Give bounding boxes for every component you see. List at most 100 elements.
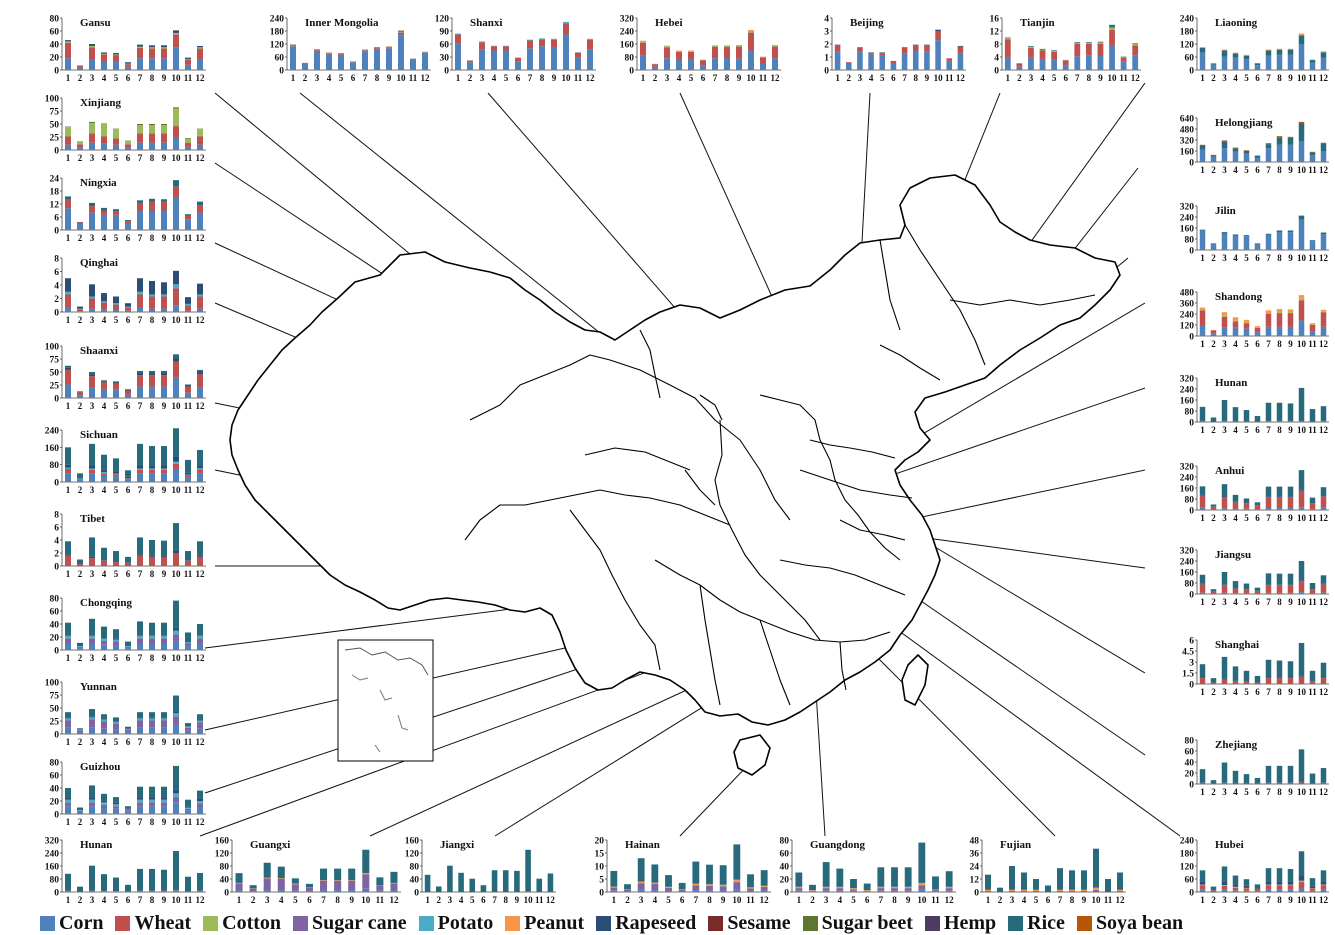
- bar-segment-corn: [651, 890, 658, 892]
- bar-segment-wheat: [65, 136, 71, 144]
- bar-segment-rice: [1200, 575, 1206, 584]
- y-tick-label: 2: [54, 550, 59, 560]
- bar-segment-rapeseed: [65, 797, 71, 800]
- bar-segment-rice: [997, 888, 1003, 892]
- x-tick-label: 9: [1288, 165, 1293, 175]
- bar-segment-rapeseed: [125, 729, 131, 730]
- bar-segment-corn: [149, 211, 155, 231]
- bar-segment-rice: [514, 871, 520, 891]
- bar-segment-rapeseed: [161, 797, 167, 800]
- bar-segment-rapeseed: [89, 284, 95, 296]
- bar-segment-corn: [173, 138, 179, 150]
- bar-segment-rice: [149, 540, 155, 556]
- x-tick-label: 6: [1255, 253, 1260, 263]
- bar-segment-rice: [185, 632, 191, 641]
- bar-segment-peanut: [733, 880, 740, 883]
- x-tick-label: 12: [196, 153, 206, 163]
- x-tick-label: 11: [1308, 597, 1317, 607]
- bar-segment-rice: [525, 850, 531, 890]
- bar-segment-corn: [748, 51, 754, 71]
- x-tick-label: 3: [90, 895, 95, 905]
- bar-segment-wheat: [891, 61, 897, 64]
- bar-segment-rice: [1321, 233, 1327, 235]
- bar-segment-corn: [1321, 151, 1327, 162]
- x-tick-label: 10: [172, 153, 182, 163]
- bar-segment-rice: [1310, 409, 1316, 421]
- bar-segment-rapeseed: [161, 466, 167, 469]
- bar-segment-cotton: [125, 64, 131, 65]
- x-tick-label: 5: [1244, 165, 1249, 175]
- y-tick-label: 240: [1180, 15, 1195, 25]
- bar-segment-rice: [1266, 403, 1272, 421]
- bar-segment-wheat: [1255, 328, 1261, 333]
- x-tick-label: 12: [196, 737, 206, 747]
- bar-segment-corn: [868, 54, 874, 70]
- bar-segment-corn: [1233, 890, 1239, 892]
- bar-segment-rapeseed: [197, 719, 203, 720]
- bar-segment-corn: [1200, 890, 1206, 892]
- y-tick-label: 80: [625, 54, 635, 64]
- legend-item: Rice: [1008, 912, 1065, 935]
- bar-segment-corn: [1200, 593, 1206, 594]
- bar-segment-wheat: [290, 45, 296, 46]
- x-tick-label: 5: [1244, 687, 1249, 697]
- bar-segment-rapeseed: [197, 465, 203, 468]
- bar-segment-corn: [924, 52, 930, 70]
- bar-segment-sugar-cane: [65, 720, 71, 727]
- bar-segment-rapeseed: [77, 645, 83, 646]
- x-tick-label: 7: [879, 895, 884, 905]
- bar-segment-wheat: [173, 464, 179, 469]
- x-tick-label: 2: [78, 817, 83, 827]
- bar-segment-rice: [65, 447, 71, 464]
- bar-segment-wheat: [1244, 323, 1250, 329]
- bar-segment-rice: [1211, 155, 1217, 156]
- bar-segment-wheat: [1277, 783, 1283, 784]
- bar-segment-wheat: [113, 474, 119, 476]
- bar-segment-sugar-cane: [651, 884, 658, 891]
- x-tick-label: 12: [1319, 687, 1329, 697]
- bar-segment-rice: [77, 808, 83, 810]
- bar-segment-sugar-cane: [624, 890, 631, 892]
- x-tick-label: 1: [66, 233, 71, 243]
- bar-segment-rice: [185, 214, 191, 216]
- bar-segment-sugar-cane: [197, 723, 203, 729]
- bar-segment-corn: [1005, 57, 1011, 70]
- bar-segment-peanut: [264, 878, 271, 879]
- x-tick-label: 7: [1266, 597, 1271, 607]
- bar-segment-rice: [638, 858, 645, 881]
- x-tick-label: 7: [1266, 787, 1271, 797]
- x-tick-label: 9: [162, 153, 167, 163]
- bar-segment-rice: [197, 791, 203, 799]
- bar-segment-rapeseed: [149, 373, 155, 375]
- x-tick-label: 6: [351, 73, 356, 83]
- bar-segment-corn: [398, 35, 404, 70]
- x-tick-label: 7: [138, 737, 143, 747]
- bar-segment-wheat: [1321, 312, 1327, 327]
- bar-segment-rapeseed: [1266, 881, 1272, 884]
- bar-segment-rice: [1244, 151, 1250, 154]
- y-tick-label: 0: [599, 889, 604, 899]
- x-tick-label: 5: [504, 73, 509, 83]
- bar-segment-peanut: [1244, 888, 1250, 889]
- bar-segment-rice: [1211, 64, 1217, 65]
- bar-segment-rapeseed: [514, 891, 520, 892]
- bar-segment-wheat: [760, 57, 766, 63]
- bar-segment-rapeseed: [1299, 875, 1305, 881]
- legend-swatch: [40, 916, 55, 931]
- bar-segment-sugar-cane: [185, 644, 191, 647]
- y-tick-label: 80: [50, 759, 60, 769]
- bar-segment-potato: [161, 800, 167, 803]
- x-tick-label: 11: [409, 73, 418, 83]
- x-tick-label: 12: [1319, 253, 1329, 263]
- bar-segment-corn: [236, 890, 243, 892]
- x-tick-label: 3: [90, 153, 95, 163]
- y-tick-label: 12: [970, 876, 980, 886]
- x-tick-label: 4: [327, 73, 332, 83]
- x-tick-label: 1: [797, 895, 802, 905]
- bar-segment-corn: [161, 644, 167, 651]
